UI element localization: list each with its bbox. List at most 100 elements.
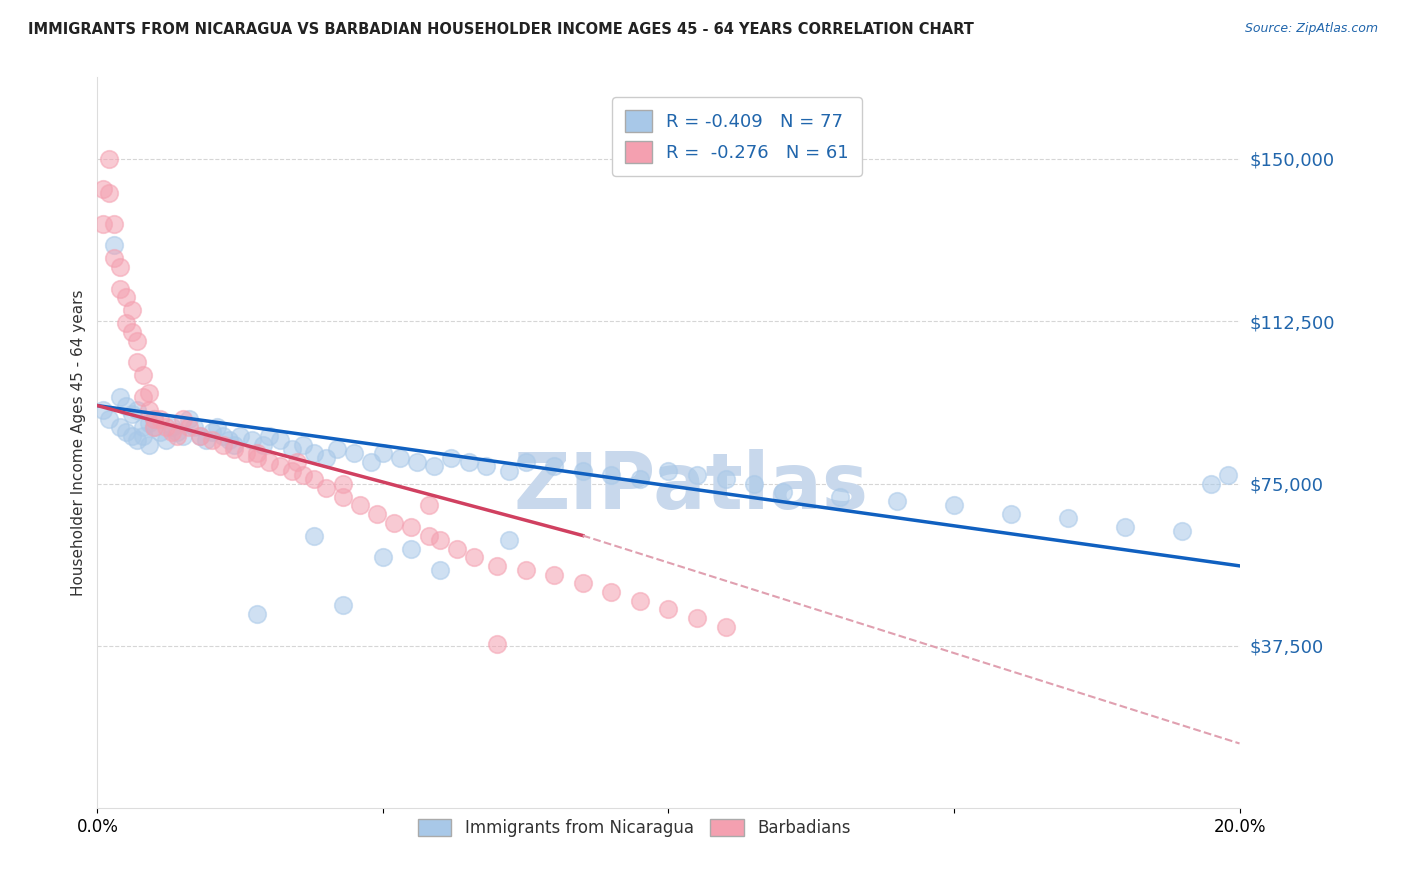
Point <box>188 429 211 443</box>
Point <box>280 442 302 456</box>
Point <box>108 282 131 296</box>
Point <box>418 498 440 512</box>
Point <box>91 217 114 231</box>
Point <box>103 217 125 231</box>
Point <box>463 550 485 565</box>
Point <box>291 437 314 451</box>
Point <box>714 619 737 633</box>
Point <box>207 420 229 434</box>
Point <box>474 459 496 474</box>
Point <box>304 472 326 486</box>
Point <box>440 450 463 465</box>
Point <box>543 459 565 474</box>
Point <box>628 593 651 607</box>
Point <box>212 429 235 443</box>
Point <box>686 467 709 482</box>
Point <box>315 450 337 465</box>
Point <box>257 455 280 469</box>
Point <box>600 467 623 482</box>
Point <box>401 541 423 556</box>
Point <box>138 385 160 400</box>
Point <box>115 399 138 413</box>
Point <box>127 403 149 417</box>
Point <box>628 472 651 486</box>
Point <box>515 455 537 469</box>
Point <box>200 434 222 448</box>
Point <box>498 533 520 547</box>
Point <box>686 611 709 625</box>
Point <box>269 434 291 448</box>
Point <box>91 403 114 417</box>
Point <box>269 459 291 474</box>
Point <box>291 467 314 482</box>
Point <box>138 403 160 417</box>
Point <box>772 485 794 500</box>
Point <box>121 325 143 339</box>
Point <box>155 434 177 448</box>
Point <box>280 464 302 478</box>
Point <box>257 429 280 443</box>
Point <box>121 429 143 443</box>
Point <box>160 425 183 439</box>
Point <box>103 252 125 266</box>
Point <box>177 420 200 434</box>
Point <box>183 420 205 434</box>
Point <box>108 390 131 404</box>
Point <box>97 152 120 166</box>
Point <box>212 437 235 451</box>
Point <box>127 355 149 369</box>
Point <box>285 455 308 469</box>
Point <box>418 528 440 542</box>
Point <box>423 459 446 474</box>
Point <box>138 437 160 451</box>
Point <box>1114 520 1136 534</box>
Point <box>160 420 183 434</box>
Point <box>304 446 326 460</box>
Point <box>172 411 194 425</box>
Point <box>246 607 269 621</box>
Point <box>429 563 451 577</box>
Point <box>943 498 966 512</box>
Point <box>828 490 851 504</box>
Point <box>457 455 479 469</box>
Point <box>132 368 155 383</box>
Point <box>224 437 246 451</box>
Point <box>360 455 382 469</box>
Point <box>132 429 155 443</box>
Point <box>143 420 166 434</box>
Point <box>115 316 138 330</box>
Point <box>155 420 177 434</box>
Point <box>332 598 354 612</box>
Point <box>172 429 194 443</box>
Point <box>127 334 149 348</box>
Point <box>343 446 366 460</box>
Text: IMMIGRANTS FROM NICARAGUA VS BARBADIAN HOUSEHOLDER INCOME AGES 45 - 64 YEARS COR: IMMIGRANTS FROM NICARAGUA VS BARBADIAN H… <box>28 22 974 37</box>
Point <box>366 507 388 521</box>
Point <box>149 411 172 425</box>
Point <box>91 182 114 196</box>
Point <box>246 446 269 460</box>
Point <box>121 407 143 421</box>
Point <box>382 516 405 530</box>
Point <box>389 450 412 465</box>
Point <box>218 434 240 448</box>
Point <box>406 455 429 469</box>
Point <box>166 425 188 439</box>
Point <box>332 490 354 504</box>
Point <box>1057 511 1080 525</box>
Point <box>1000 507 1022 521</box>
Point <box>714 472 737 486</box>
Point <box>326 442 349 456</box>
Point <box>371 446 394 460</box>
Point <box>1199 476 1222 491</box>
Point <box>446 541 468 556</box>
Point <box>188 429 211 443</box>
Point <box>115 425 138 439</box>
Point <box>200 425 222 439</box>
Point <box>103 238 125 252</box>
Point <box>486 558 509 573</box>
Point <box>143 411 166 425</box>
Point <box>132 390 155 404</box>
Point <box>115 290 138 304</box>
Point <box>97 411 120 425</box>
